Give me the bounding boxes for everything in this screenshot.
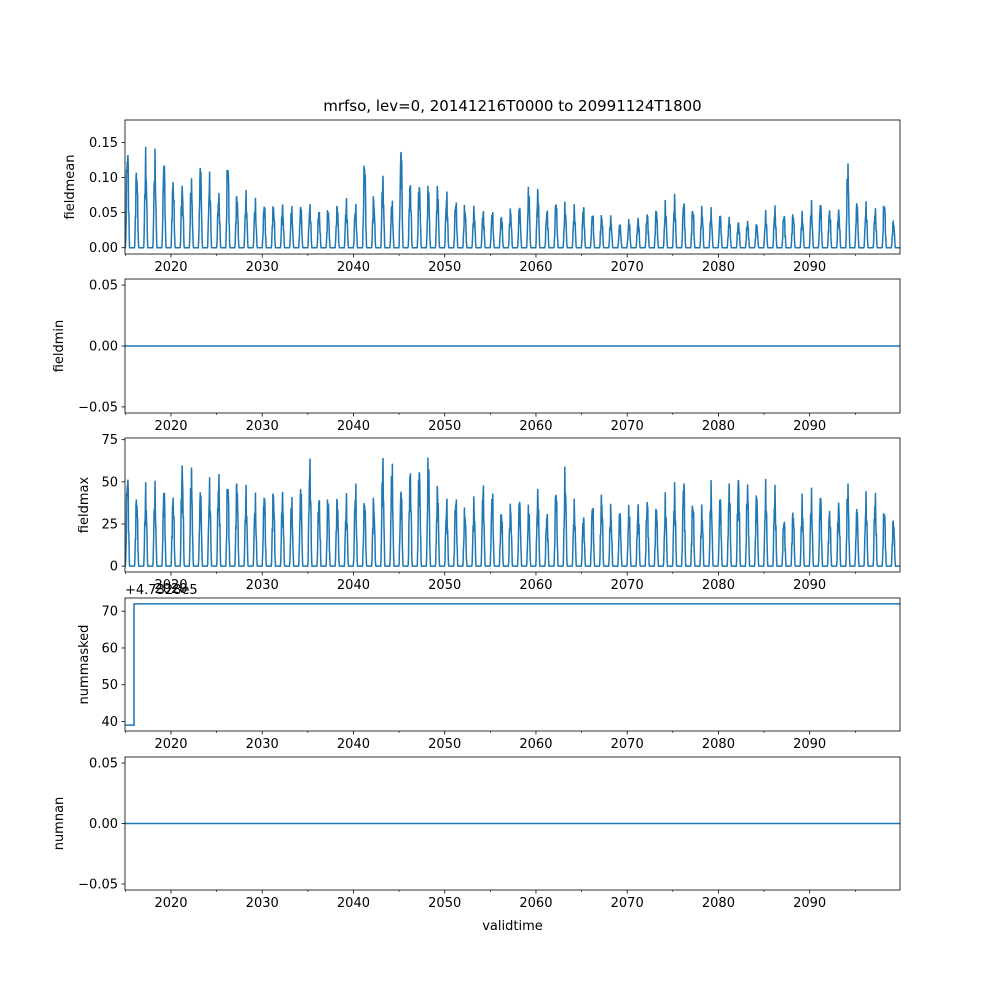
y-tick-label: 40 — [101, 715, 118, 730]
panel-fieldmin: 2020 2030 2040 2050 2060 2070 2080 2090 −0.05 0.0… — [52, 279, 901, 434]
x-axis-label: validtime — [482, 919, 543, 934]
series-line-fieldmean — [125, 146, 900, 249]
x-tick-label: 2050 — [428, 419, 461, 434]
y-tick-label: 50 — [101, 475, 118, 490]
x-tick-label: 2050 — [428, 260, 461, 275]
x-tick-label: 2020 — [154, 896, 187, 911]
x-tick-label: 2060 — [519, 419, 552, 434]
y-axis-label: fieldmax — [77, 477, 92, 534]
series-line-fieldmax — [125, 457, 900, 567]
y-tick-label: 70 — [101, 605, 118, 620]
panel-fieldmean: 2020 2030 2040 2050 2060 2070 2080 2090 0.00 0.05… — [63, 119, 901, 275]
x-tick-label-overlap: 2020 — [154, 582, 187, 597]
y-tick-label: −0.05 — [78, 877, 118, 892]
x-tick-label: 2030 — [246, 260, 279, 275]
x-tick-label: 2050 — [428, 578, 461, 593]
x-tick-label: 2090 — [793, 737, 826, 752]
y-offset-label: +4.7328e5 — [125, 583, 198, 598]
y-tick-label: 0.00 — [89, 817, 118, 832]
x-tick-label: 2090 — [793, 578, 826, 593]
y-tick-label: 0.05 — [89, 279, 118, 294]
x-tick-label: 2030 — [246, 896, 279, 911]
y-tick-label: 60 — [101, 641, 118, 656]
x-tick-label: 2020 — [154, 419, 187, 434]
panel-numnan: 2020 2030 2040 2050 2060 2070 2080 2090 −0.05 0.0… — [52, 757, 901, 911]
y-tick-label: 50 — [101, 678, 118, 693]
x-tick-label: 2070 — [611, 578, 644, 593]
y-tick-label: 25 — [101, 517, 118, 532]
x-tick-label: 2030 — [246, 419, 279, 434]
x-tick-label: 2060 — [519, 578, 552, 593]
x-tick-label: 2030 — [246, 737, 279, 752]
x-tick-label: 2060 — [519, 737, 552, 752]
x-tick-label: 2040 — [337, 419, 370, 434]
x-tick-label: 2070 — [611, 260, 644, 275]
x-tick-label: 2020 — [154, 737, 187, 752]
x-tick-label: 2050 — [428, 896, 461, 911]
y-axis-label: fieldmin — [52, 320, 67, 373]
x-tick-label: 2090 — [793, 896, 826, 911]
x-tick-label: 2070 — [611, 737, 644, 752]
x-tick-label: 2020 — [154, 260, 187, 275]
y-axis-label: fieldmean — [63, 155, 78, 220]
figure-title: mrfso, lev=0, 20141216T0000 to 20991124T… — [323, 97, 701, 115]
y-tick-label: 0.15 — [89, 136, 118, 151]
axes-frame — [124, 119, 901, 255]
y-tick-label: 0.00 — [89, 241, 118, 256]
x-tick-label: 2070 — [611, 896, 644, 911]
y-tick-label: −0.05 — [78, 400, 118, 415]
x-tick-label: 2090 — [793, 419, 826, 434]
x-tick-label: 2040 — [337, 737, 370, 752]
x-tick-label: 2080 — [702, 419, 735, 434]
series-line-nummasked — [125, 603, 900, 726]
panel-fieldmax: 2020 2030 2040 2050 2060 2070 2080 2090 0 25 50 75 f… — [77, 433, 901, 593]
x-tick-label: 2060 — [519, 896, 552, 911]
y-tick-label: 0 — [110, 560, 118, 575]
y-axis-label: nummasked — [77, 625, 92, 705]
axes-frame — [124, 437, 901, 573]
x-tick-label: 2020 — [154, 578, 187, 593]
x-tick-label: 2030 — [246, 578, 279, 593]
y-tick-label: 75 — [101, 433, 118, 448]
x-tick-label: 2050 — [428, 737, 461, 752]
y-tick-label: 0.00 — [89, 340, 118, 355]
x-tick-label: 2080 — [702, 260, 735, 275]
x-tick-label: 2080 — [702, 896, 735, 911]
x-tick-label: 2080 — [702, 737, 735, 752]
panels: 2020 2030 2040 2050 2060 2070 2080 2090 0.00 0.05… — [52, 119, 901, 911]
panel-nummasked: 2020 2030 2040 2050 2060 2070 2080 2090 2020 40 50… — [77, 582, 901, 752]
y-tick-label: 0.05 — [89, 206, 118, 221]
x-tick-label: 2080 — [702, 578, 735, 593]
x-tick-label: 2060 — [519, 260, 552, 275]
y-tick-label: 0.05 — [89, 757, 118, 772]
x-tick-label: 2040 — [337, 578, 370, 593]
x-tick-label: 2090 — [793, 260, 826, 275]
x-tick-label: 2040 — [337, 896, 370, 911]
axes-frame — [124, 597, 901, 732]
y-tick-label: 0.10 — [89, 171, 118, 186]
y-axis-label: numnan — [52, 797, 67, 851]
x-tick-label: 2070 — [611, 419, 644, 434]
x-tick-label: 2040 — [337, 260, 370, 275]
